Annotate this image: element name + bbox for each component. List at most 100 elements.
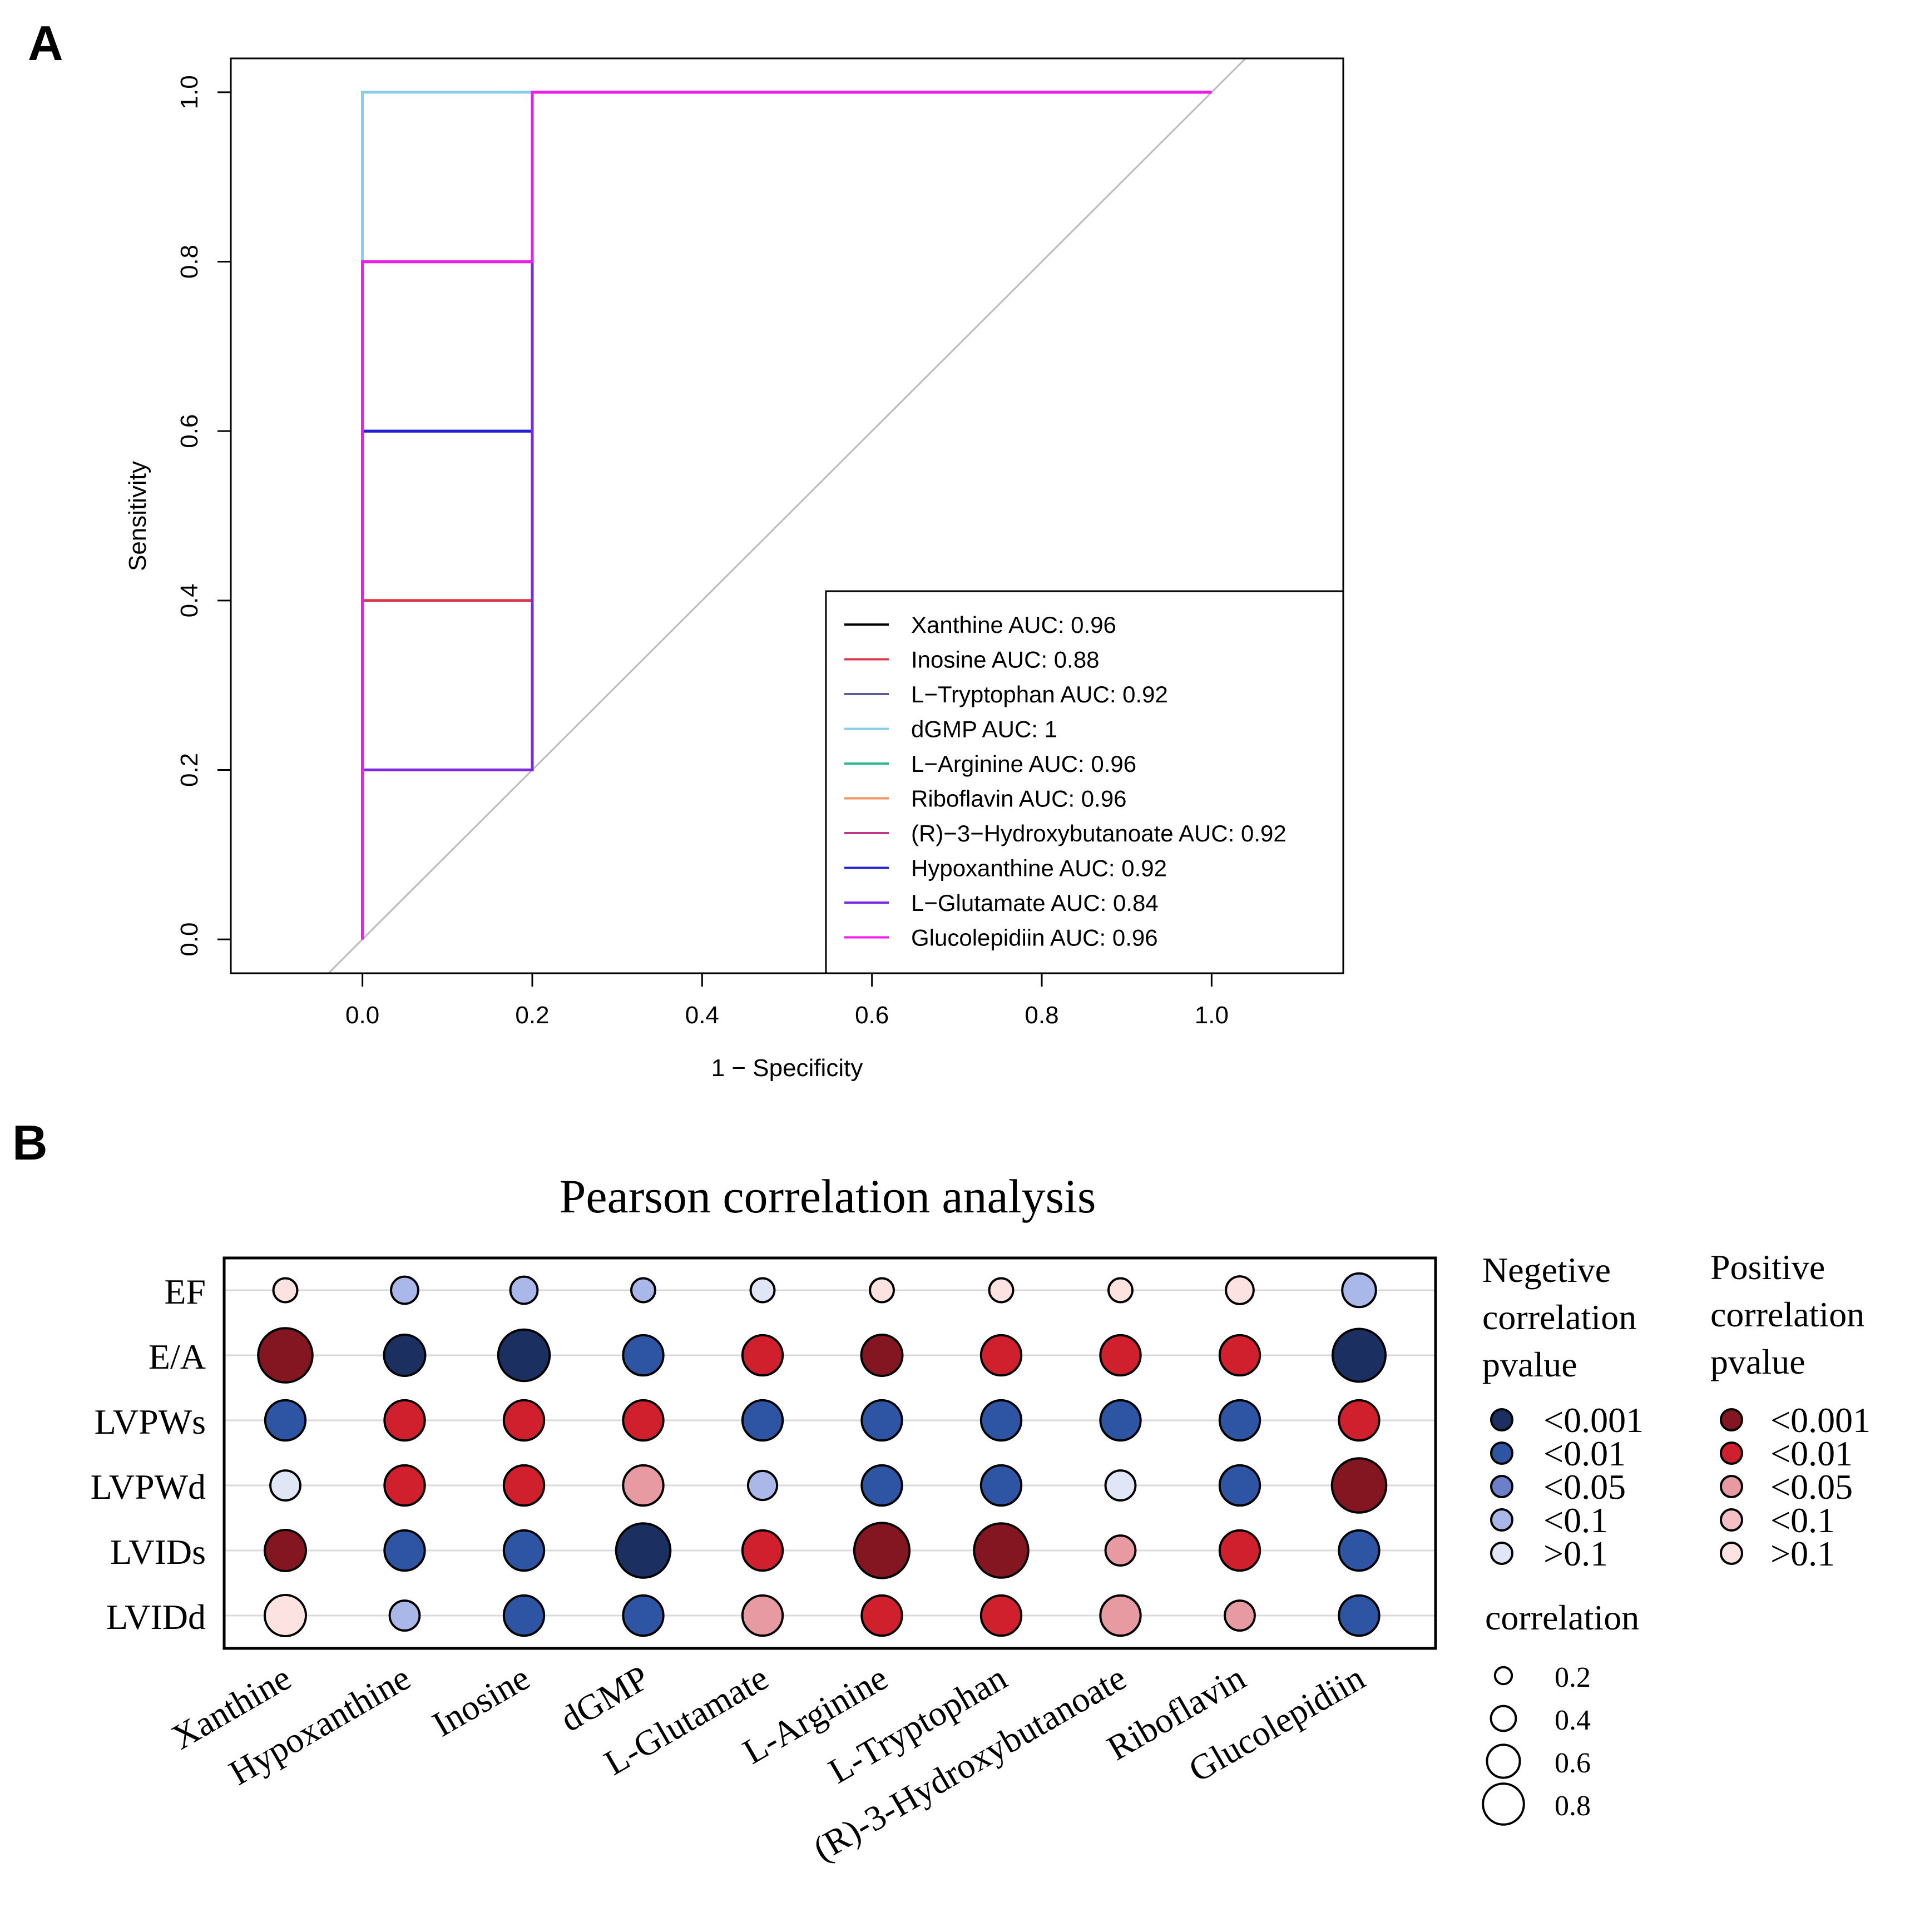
roc-series-group [327,58,1247,973]
size-legend-label: 0.6 [1555,1747,1591,1779]
roc-x-tick-label: 1.0 [1195,1002,1229,1029]
negative-pvalue-label: >0.1 [1543,1534,1608,1573]
roc-x-tick-label: 0.6 [855,1002,889,1029]
negative-pvalue-label: <0.01 [1543,1434,1626,1473]
size-legend-label: 0.4 [1555,1705,1591,1736]
size-legend-label: 0.8 [1555,1790,1591,1822]
roc-legend-label: Riboflavin AUC: 0.96 [911,786,1127,812]
roc-legend: Xanthine AUC: 0.96 Inosine AUC: 0.88 L−Try… [825,590,1344,974]
correlation-chart: EFE/ALVPWsLVPWdLVIDsLVIDdXanthineHypoxan… [91,1247,1871,1869]
positive-pvalue-swatch [1720,1475,1743,1498]
positive-pvalue-label: <0.01 [1770,1434,1853,1473]
positive-pvalue-label: <0.05 [1770,1467,1853,1507]
correlation-bubble [257,1327,314,1384]
roc-x-tick-label: 0.4 [685,1002,719,1029]
correlation-bubble [741,1399,784,1442]
roc-legend-label: (R)−3−Hydroxybutanoate AUC: 0.92 [911,820,1287,846]
correlation-bubble [622,1464,665,1507]
panel-b-label: B [12,1115,48,1170]
correlation-bubble [973,1522,1030,1579]
size-legend-title: correlation [1485,1598,1639,1637]
correlation-bubble [853,1522,911,1579]
roc-y-tick-label: 1.0 [176,75,203,109]
correlation-bubble [741,1594,784,1637]
roc-y-axis-label: Sensitivity [124,461,151,571]
correlation-row-label: LVPWs [95,1402,206,1441]
correlation-plot-frame [222,1256,1437,1650]
roc-legend-box [825,590,1344,974]
correlation-bubble [1218,1529,1261,1572]
correlation-bubble [741,1334,784,1377]
negative-pvalue-label: <0.1 [1543,1500,1608,1540]
correlation-bubble [979,1334,1023,1377]
roc-reference-diagonal [327,58,1247,973]
roc-legend-label: L−Arginine AUC: 0.96 [911,751,1136,777]
correlation-bubble [860,1334,904,1377]
correlation-bubble [502,1464,546,1507]
correlation-bubble [988,1277,1015,1304]
roc-chart: 0.0 0.2 0.4 0.6 0.8 1.0 0.0 0.2 0.4 0.6 0.8 1.0 1 −… [124,57,1344,1082]
roc-legend-label: Xanthine AUC: 0.96 [911,612,1116,638]
correlation-bubble [1099,1334,1142,1377]
correlation-bubble [630,1277,656,1304]
size-legend-circle [1490,1705,1517,1732]
correlation-bubble [502,1529,546,1572]
correlation-bubble [264,1529,307,1572]
correlation-bubble [860,1594,903,1637]
correlation-bubble [383,1334,427,1377]
roc-legend-label: L−Glutamate AUC: 0.84 [911,890,1159,916]
correlation-bubble [1338,1399,1380,1442]
panel-a-label: A [28,16,63,71]
correlation-bubble [383,1529,426,1572]
roc-axes: 0.0 0.2 0.4 0.6 0.8 1.0 0.0 0.2 0.4 0.6 0.8 1.0 [176,75,1229,1029]
correlation-bubble [509,1275,539,1305]
correlation-bubble [749,1277,776,1304]
roc-x-tick-label: 0.8 [1025,1002,1058,1029]
negative-pvalue-swatch [1490,1475,1513,1498]
correlation-bubble [497,1328,551,1383]
size-legend-circle [1486,1743,1521,1779]
correlation-bubble [272,1277,299,1304]
correlation-row-label: LVIDd [106,1597,206,1637]
correlation-bubble [390,1275,419,1305]
correlation-bubble [1104,1534,1137,1567]
correlation-bubble [622,1594,665,1637]
negative-pvalue-swatch [1490,1508,1513,1532]
roc-y-tick-label: 0.8 [176,245,203,279]
roc-legend-label: dGMP AUC: 1 [911,716,1057,742]
correlation-bubble [264,1399,307,1442]
correlation-bubble [264,1594,307,1637]
correlation-bubble [1104,1469,1137,1502]
positive-pvalue-label: <0.001 [1770,1400,1871,1440]
correlation-bubble [979,1594,1023,1637]
correlation-bubble [502,1594,546,1637]
positive-pvalue-label: <0.1 [1770,1500,1835,1540]
positive-pvalue-swatch [1720,1408,1743,1431]
correlation-bubble [1330,1457,1388,1514]
correlation-bubble [1218,1334,1261,1377]
positive-pvalue-swatch [1720,1441,1743,1465]
correlation-bubble [1099,1399,1142,1442]
negative-legend-title: correlation [1482,1297,1636,1337]
correlation-chart-title: Pearson correlation analysis [560,1170,1096,1223]
size-legend-circle [1493,1666,1513,1686]
negative-pvalue-swatch [1490,1408,1513,1431]
correlation-bubble [622,1334,665,1377]
roc-y-tick-label: 0.4 [176,583,203,617]
correlation-bubble [746,1469,779,1502]
roc-legend-label: Inosine AUC: 0.88 [911,647,1100,673]
correlation-column-label: Inosine [425,1658,536,1745]
roc-x-tick-label: 0.0 [345,1002,379,1029]
negative-pvalue-swatch [1490,1542,1513,1565]
roc-x-axis-label: 1 − Specificity [711,1054,863,1082]
correlation-bubbles [257,1272,1388,1637]
correlation-bubble [1332,1327,1387,1383]
roc-y-tick-label: 0.2 [176,753,203,787]
positive-legend-title: Positive [1710,1247,1825,1287]
correlation-legend: Negetive correlation pvalue Positive correla… [1482,1247,1871,1826]
correlation-bubble [1341,1272,1377,1309]
roc-legend-label: L−Tryptophan AUC: 0.92 [911,681,1168,707]
correlation-bubble [860,1399,903,1442]
positive-legend-title: correlation [1710,1295,1864,1334]
